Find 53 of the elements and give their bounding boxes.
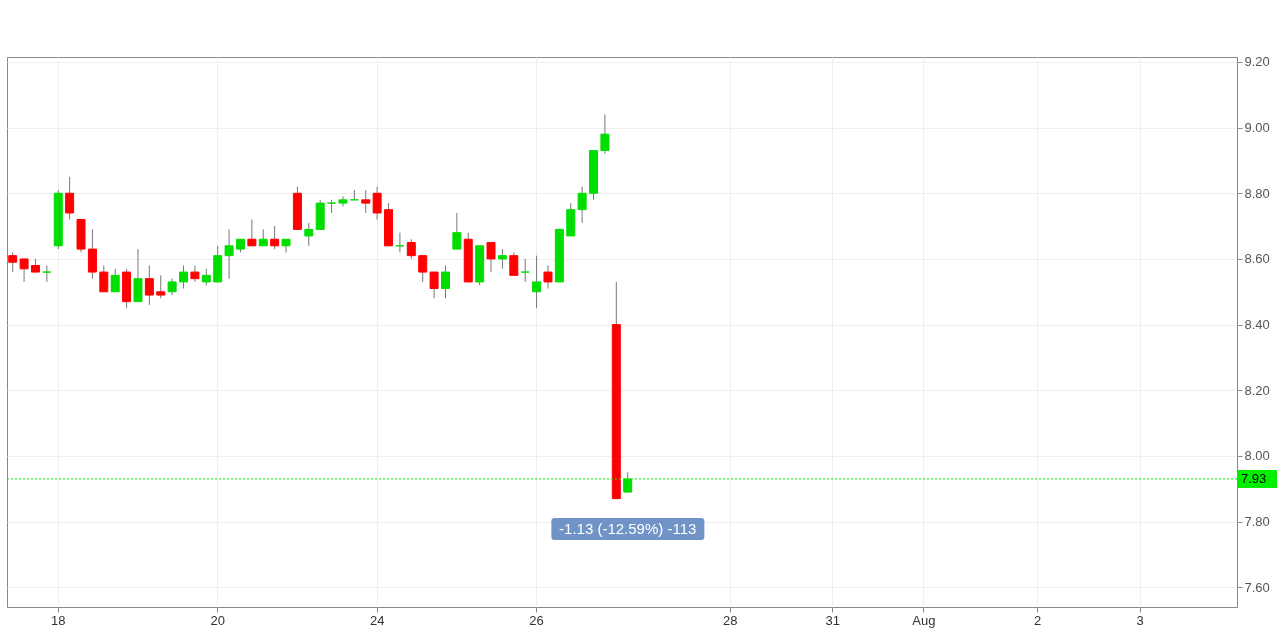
x-tick-label: 2 [1034,612,1042,628]
y-tick-label: 9.20 [1244,54,1270,70]
candlestick [418,255,428,283]
x-tick-label: 26 [529,612,544,628]
candlestick [179,265,189,289]
candlestick [509,251,519,276]
candlestick [99,265,109,293]
annotation: -1.13 (-12.59%) -113 [551,518,705,540]
y-tick-label: 8.40 [1244,317,1270,333]
y-tick-label: 8.00 [1244,448,1270,464]
candlestick [497,248,507,270]
candlestick [361,189,371,214]
x-tick-label: Aug [912,612,936,628]
candlestick [372,186,382,221]
y-tick-label: 8.60 [1244,251,1270,267]
x-tick-label: 24 [369,612,385,628]
candlestick [19,258,29,283]
candlestick [190,265,200,283]
x-tick-label: 31 [825,612,840,628]
candlestick [440,265,450,299]
y-tick-label: 7.80 [1244,514,1270,530]
x-tick-label: 28 [722,612,738,628]
candlestick [429,271,439,299]
candlestick [520,258,530,283]
x-tick-label: 20 [210,612,225,628]
candlestick [452,212,462,250]
candlestick [532,255,542,309]
candlestick [110,268,120,293]
candlestick [486,242,496,273]
y-tick-label: 8.80 [1244,185,1270,201]
candlestick [247,219,257,247]
y-tick-label: 7.60 [1244,579,1270,595]
candlestick [600,113,610,155]
y-tick-label: 9.00 [1244,120,1270,136]
candlestick [8,251,18,273]
x-tick-label: 3 [1136,612,1144,628]
candlestick [133,248,143,303]
candlestick [144,265,154,306]
candlestick [87,228,97,280]
candlestick [270,225,280,250]
ref-line-label: 7.93 [1241,470,1267,486]
candlestick [42,265,52,283]
candlestick [577,186,587,224]
candlestick [156,274,166,299]
x-tick-label: 18 [51,612,66,628]
candlestick [623,471,633,493]
candlestick [65,176,75,221]
candlestick [304,222,314,247]
candlestick [406,238,416,260]
candlestick [281,238,291,253]
candlestick [543,265,553,289]
candlestick [224,228,234,280]
y-tick-label: 8.20 [1244,382,1270,398]
